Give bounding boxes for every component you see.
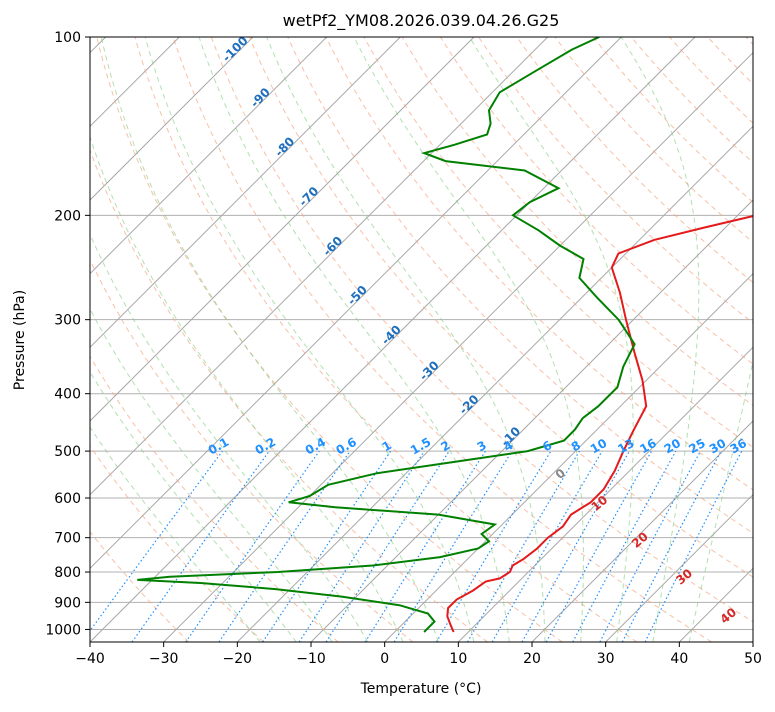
dry-adiabat <box>517 37 775 642</box>
isotherm-label: -80 <box>272 134 297 159</box>
temperature-profile-line <box>447 37 775 632</box>
y-tick-label: 200 <box>54 208 81 224</box>
x-tick-label: 50 <box>744 651 762 667</box>
mixing-ratio-label: 10 <box>588 436 609 456</box>
mixing-ratio-line <box>573 451 676 642</box>
mixing-ratio-label: 1 <box>380 438 394 454</box>
dry-adiabat <box>0 37 189 642</box>
dry-adiabat <box>0 37 264 642</box>
mixing-ratio-label: 20 <box>662 436 683 456</box>
x-tick-label: 40 <box>670 651 688 667</box>
isotherm-label: -50 <box>345 283 370 308</box>
isotherm-label: -70 <box>296 184 321 209</box>
dry-adiabat <box>593 37 775 642</box>
dry-adiabat <box>670 37 775 642</box>
isotherm-gridline <box>679 37 775 642</box>
isotherm-gridline <box>532 37 775 642</box>
dry-adiabat-label: 30 <box>673 566 695 587</box>
y-axis-label: Pressure (hPa) <box>12 290 28 390</box>
isotherm-label: -30 <box>417 358 442 383</box>
x-tick-label: −10 <box>296 651 326 667</box>
y-tick-label: 300 <box>54 313 81 329</box>
dry-adiabat <box>288 37 775 642</box>
y-tick-label: 700 <box>54 531 81 547</box>
isotherm-gridline <box>385 37 775 642</box>
chart-title: wetPf2_YM08.2026.039.04.26.G25 <box>283 11 560 31</box>
dry-adiabat-label: 10 <box>589 493 611 514</box>
y-tick-label: 400 <box>54 387 81 403</box>
y-tick-label: 1000 <box>45 622 81 638</box>
isotherm-gridline <box>16 37 621 642</box>
x-tick-label: 0 <box>380 651 389 667</box>
isotherm-gridline <box>0 37 400 642</box>
isotherm-label: -90 <box>248 85 273 110</box>
isotherm-gridline <box>0 37 327 642</box>
dry-adiabat <box>746 37 775 642</box>
y-tick-label: 900 <box>54 595 81 611</box>
mixing-ratio-label: 3 <box>475 438 489 454</box>
isotherm-gridline <box>0 37 253 642</box>
dry-adiabat <box>440 37 775 642</box>
mixing-ratio-line <box>263 451 391 642</box>
isotherm-label: -40 <box>379 322 404 347</box>
mixing-ratio-line <box>326 451 449 642</box>
dry-adiabat <box>0 37 338 642</box>
mixing-ratio-label: 16 <box>637 436 658 456</box>
mixing-ratio-label: 0.6 <box>334 435 359 458</box>
y-tick-label: 500 <box>54 444 81 460</box>
isotherm-gridline <box>458 37 775 642</box>
x-axis-label: Temperature (°C) <box>360 681 482 697</box>
mixing-ratio-label: 36 <box>728 436 749 456</box>
x-tick-label: −40 <box>75 651 105 667</box>
y-tick-label: 600 <box>54 491 81 507</box>
moist-adiabat <box>5 37 332 642</box>
moist-adiabat-label: 0 <box>553 466 568 482</box>
mixing-ratio-label: 6 <box>540 438 554 454</box>
dry-adiabat-label: 20 <box>629 529 651 550</box>
dry-adiabat <box>20 37 413 642</box>
x-tick-label: −20 <box>223 651 253 667</box>
dry-adiabat-label: 40 <box>717 605 739 626</box>
mixing-ratio-label: 25 <box>686 436 707 456</box>
mixing-ratio-label: 30 <box>707 436 728 456</box>
mixing-ratio-line <box>436 451 551 642</box>
dry-adiabat <box>59 37 488 642</box>
isotherm-gridline <box>237 37 775 642</box>
mixing-ratio-line <box>82 451 223 642</box>
isotherm-label: -20 <box>456 392 481 417</box>
dry-adiabat <box>555 37 775 642</box>
isotherm-gridline <box>753 37 775 642</box>
mixing-ratio-line <box>299 451 424 642</box>
moist-adiabat <box>64 37 403 642</box>
moist-adiabat <box>689 37 775 642</box>
moist-adiabat <box>470 37 634 642</box>
mixing-ratio-label: 0.4 <box>303 435 328 458</box>
mixing-ratio-line <box>600 451 701 642</box>
y-tick-label: 100 <box>54 30 81 46</box>
moist-adiabat <box>0 37 260 642</box>
moist-adiabat <box>33 37 368 642</box>
x-tick-label: −30 <box>149 651 179 667</box>
x-tick-label: 10 <box>449 651 467 667</box>
x-tick-label: 20 <box>523 651 541 667</box>
mixing-ratio-label: 1.5 <box>408 435 433 458</box>
isotherm-gridline <box>0 37 474 642</box>
isotherm-label: -100 <box>220 34 251 65</box>
mixing-ratio-label: 0.2 <box>253 435 278 458</box>
isotherm-label: -60 <box>320 234 345 259</box>
y-tick-label: 800 <box>54 565 81 581</box>
dry-adiabat <box>708 37 775 642</box>
x-tick-label: 30 <box>597 651 615 667</box>
